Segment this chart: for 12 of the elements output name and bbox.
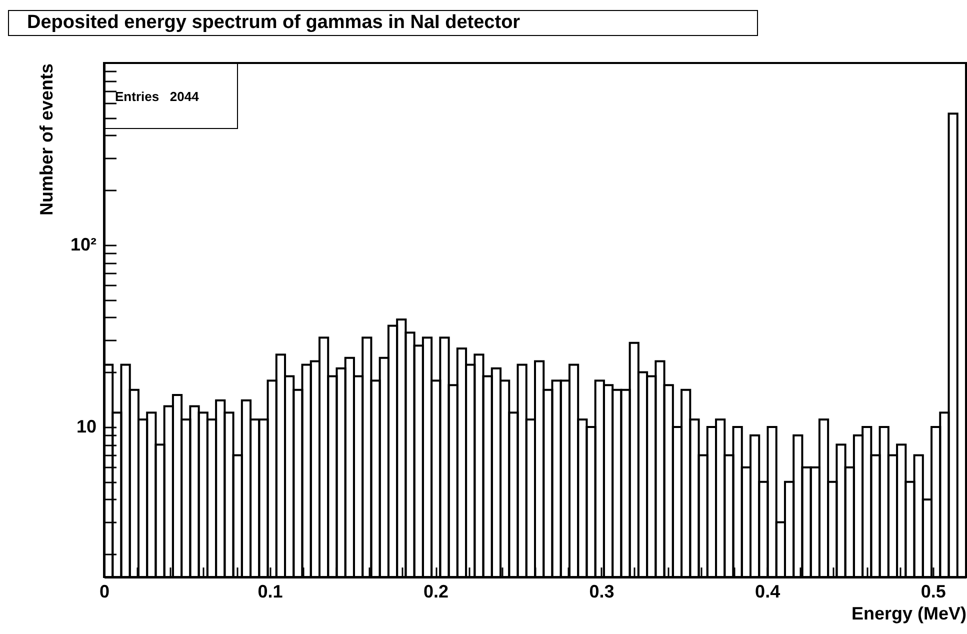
x-tick-label: 0.5 xyxy=(920,582,946,602)
y-tick-label: 10² xyxy=(70,234,97,255)
annotation: Entries 2044 xyxy=(104,63,238,129)
x-tick-label: 0.3 xyxy=(589,582,614,602)
x-tick-label: 0.2 xyxy=(424,582,449,602)
x-tick-label: 0 xyxy=(99,582,110,602)
y-axis-title: Number of events xyxy=(36,64,56,216)
x-tick-label: 0.4 xyxy=(755,582,780,602)
x-axis-title: Energy (MeV) xyxy=(851,604,966,624)
y-tick-label: 10 xyxy=(76,416,96,437)
x-tick-label: 0.1 xyxy=(258,582,283,602)
chart-title: Deposited energy spectrum of gammas in NaI detector xyxy=(8,10,758,36)
